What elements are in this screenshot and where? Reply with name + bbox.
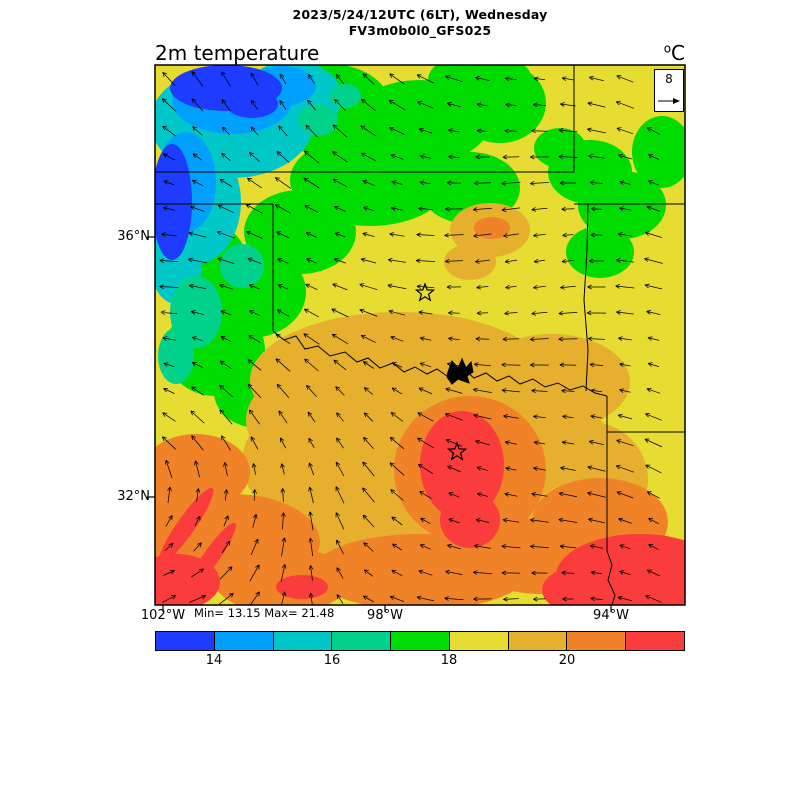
city-marker-star (446, 441, 468, 461)
lon-tick-label-102w: 102°W (140, 608, 186, 623)
temperature-shading (155, 65, 685, 605)
units-letter: C (671, 41, 685, 65)
minmax-label: Min= 13.15 Max= 21.48 (194, 606, 335, 620)
colorbar-cell (332, 632, 392, 650)
wind-reference-box: 8 (654, 69, 684, 112)
colorbar (155, 631, 685, 651)
map-frame (154, 64, 686, 606)
state-borders (155, 65, 685, 605)
degree-symbol: o (663, 41, 672, 56)
wind-reference-arrow-icon (658, 98, 680, 104)
lat-tick-label-36n: 36°N (117, 229, 150, 244)
lat-tick-label-32n: 32°N (117, 489, 150, 504)
colorbar-cell (214, 632, 274, 650)
lon-tick-label-98w: 98°W (367, 608, 403, 623)
colorbar-cell (449, 632, 509, 650)
city-marker-star (414, 282, 436, 302)
axis-ticks (147, 236, 612, 612)
lon-tick-label-94w: 94°W (593, 608, 629, 623)
colorbar-cell (156, 632, 215, 650)
colorbar-tick-label: 16 (323, 653, 341, 668)
colorbar-tick-label: 14 (205, 653, 223, 668)
run-datetime-title: 2023/5/24/12UTC (6LT), Wednesday (292, 7, 548, 22)
wind-vectors (159, 71, 663, 605)
plot-title: 2m temperature (155, 41, 320, 65)
units-label: oC (630, 41, 685, 65)
map-markers (414, 282, 468, 461)
colorbar-cell (508, 632, 568, 650)
colorbar-tick-label: 18 (440, 653, 458, 668)
colorbar-tick-label: 20 (558, 653, 576, 668)
model-name-title: FV3m0b0l0_GFS025 (348, 23, 492, 38)
colorbar-cell (567, 632, 627, 650)
wind-reference-value: 8 (665, 72, 673, 86)
colorbar-cell (626, 632, 685, 650)
colorbar-cell (273, 632, 333, 650)
colorbar-cell (391, 632, 450, 650)
